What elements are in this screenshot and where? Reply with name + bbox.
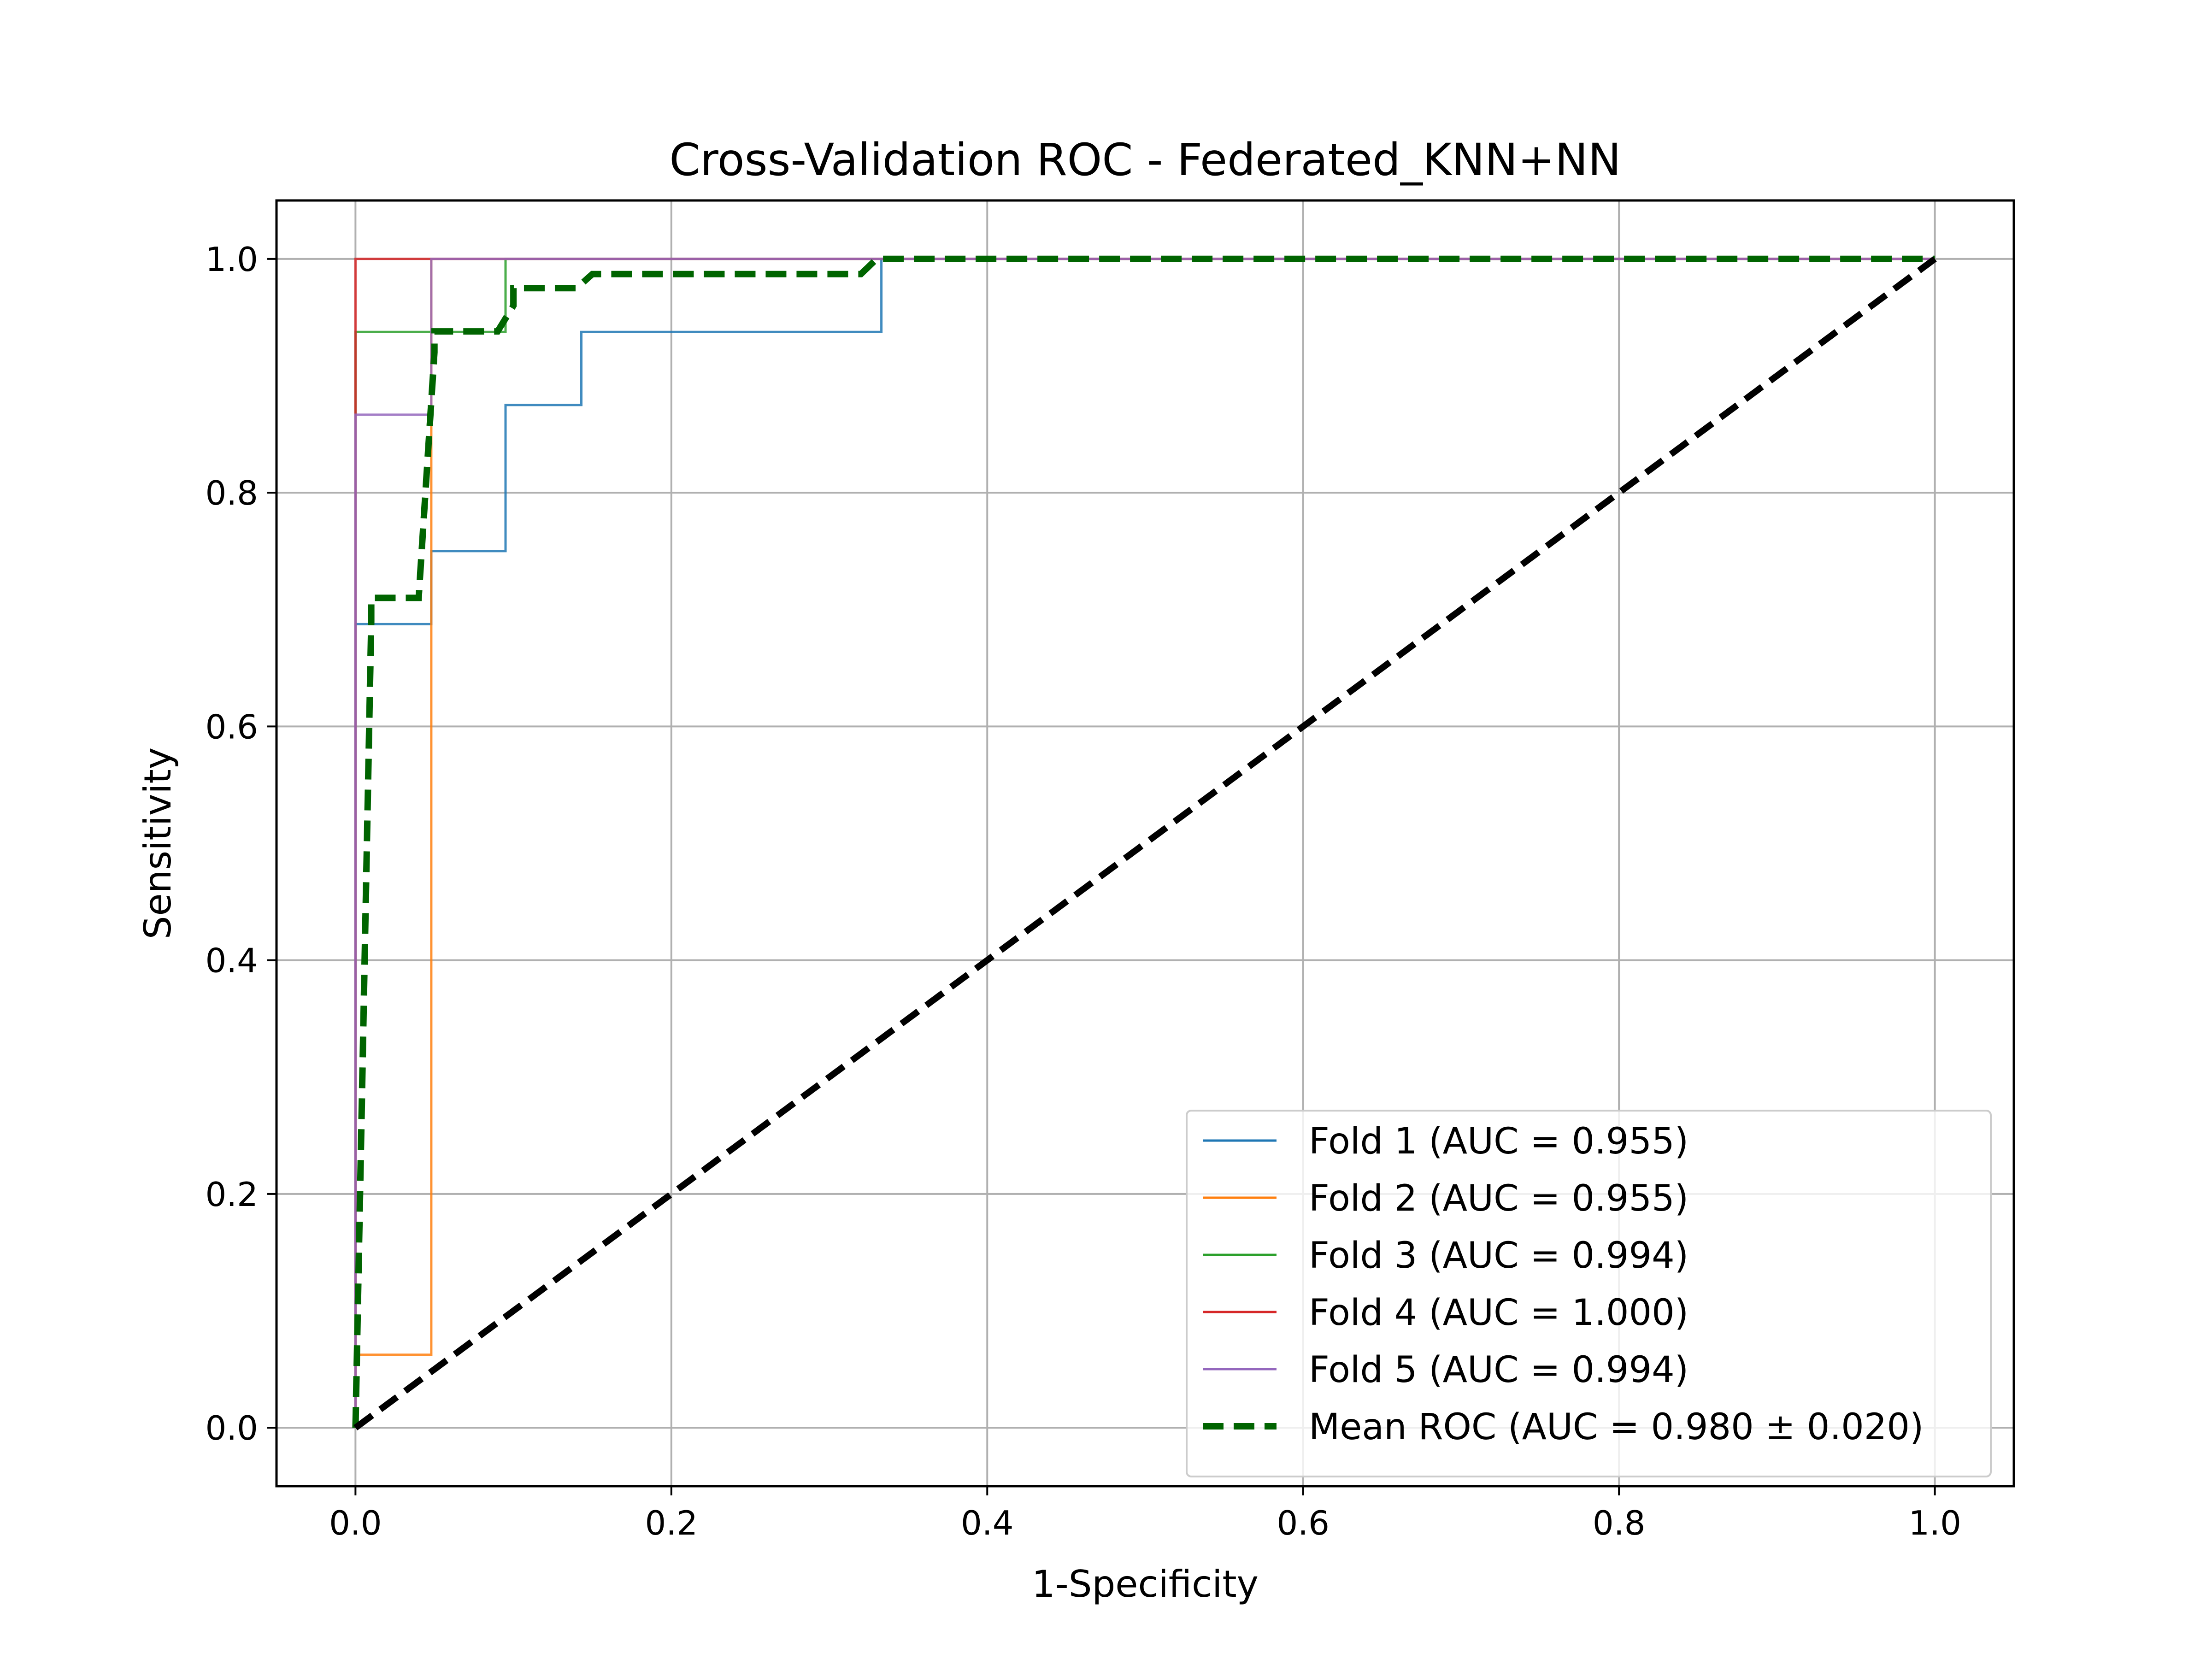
chance-line — [353, 256, 1937, 1430]
y-tick-label: 0.0 — [205, 1409, 258, 1447]
x-tick-label: 0.8 — [1593, 1504, 1646, 1542]
y-tick-label: 0.8 — [205, 474, 258, 512]
legend-entry: Fold 4 (AUC = 1.000) — [1309, 1292, 1688, 1334]
legend: Fold 1 (AUC = 0.955) Fold 2 (AUC = 0.955)… — [1186, 1110, 1992, 1477]
x-tick-label: 0.2 — [645, 1504, 698, 1542]
legend-entry: Fold 2 (AUC = 0.955) — [1309, 1178, 1688, 1219]
y-tick-label: 1.0 — [205, 240, 258, 279]
x-tick-label: 0.0 — [329, 1504, 382, 1542]
legend-entry: Mean ROC (AUC = 0.980 ± 0.020) — [1309, 1406, 1924, 1448]
y-axis-label: Sensitivity — [136, 747, 179, 939]
legend-entry: Fold 1 (AUC = 0.955) — [1309, 1121, 1688, 1162]
axis-ticks: 0.0 0.2 0.4 0.6 0.8 1.0 0.0 0.2 0.4 0.6 0.8 1.0 — [205, 240, 1961, 1542]
plot-frame — [275, 199, 2015, 1488]
legend-entry: Fold 3 (AUC = 0.994) — [1309, 1235, 1688, 1277]
y-tick-label: 0.2 — [205, 1175, 258, 1214]
series-line-1 — [354, 258, 1935, 1428]
x-tick-label: 0.6 — [1277, 1504, 1330, 1542]
legend-box — [1186, 1110, 1992, 1477]
series-lines — [352, 255, 1937, 1430]
y-tick-label: 0.6 — [205, 707, 258, 746]
x-axis-label: 1-Specificity — [1032, 1563, 1259, 1606]
x-tick-label: 0.4 — [961, 1504, 1014, 1542]
series-line-6 — [352, 255, 1935, 1428]
x-tick-label: 1.0 — [1908, 1504, 1961, 1542]
legend-entry: Fold 5 (AUC = 0.994) — [1309, 1349, 1688, 1391]
y-tick-label: 0.4 — [205, 941, 258, 980]
chart-title: Cross-Validation ROC - Federated_KNN+NN — [669, 134, 1621, 186]
